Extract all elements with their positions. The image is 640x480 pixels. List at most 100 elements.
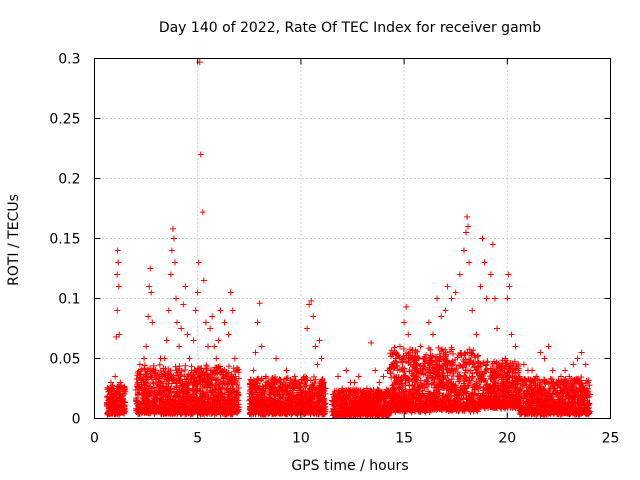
cluster-point <box>224 386 231 393</box>
cluster-point <box>220 402 227 409</box>
cluster-point <box>157 367 164 374</box>
cluster-point <box>169 396 176 403</box>
cluster-point <box>216 381 223 388</box>
cluster-point <box>162 411 169 418</box>
cluster-point <box>168 380 175 387</box>
cluster-point <box>177 376 184 383</box>
cluster-point <box>388 374 395 381</box>
cluster-point <box>200 392 207 399</box>
cluster-point <box>209 368 216 375</box>
cluster-point <box>228 389 235 396</box>
cluster-point <box>143 386 150 393</box>
cluster-point <box>121 383 128 390</box>
cluster-point <box>172 393 179 400</box>
cluster-point <box>150 362 157 369</box>
cluster-point <box>134 397 141 404</box>
cluster-point <box>149 398 156 405</box>
cluster-point <box>133 376 140 383</box>
cluster-point <box>217 370 224 377</box>
cluster-point <box>142 407 149 414</box>
cluster-point <box>212 377 219 384</box>
cluster-point <box>220 396 227 403</box>
cluster-point <box>173 367 180 374</box>
cluster-point <box>163 405 170 412</box>
cluster-point <box>181 405 188 412</box>
cluster-point <box>235 375 242 382</box>
cluster-point <box>141 365 148 372</box>
cluster-point <box>154 395 161 402</box>
cluster-point <box>185 371 192 378</box>
cluster-point <box>435 344 442 351</box>
cluster-point <box>150 380 157 387</box>
cluster-point <box>173 383 180 390</box>
cluster-point <box>215 376 222 383</box>
cluster-point <box>149 379 156 386</box>
cluster-point <box>214 407 221 414</box>
cluster-point <box>180 381 187 388</box>
cluster-point <box>145 376 152 383</box>
cluster-point <box>232 377 239 384</box>
cluster-point <box>143 372 150 379</box>
cluster-point <box>165 369 172 376</box>
cluster-point <box>194 373 201 380</box>
cluster-point <box>136 383 143 390</box>
cluster-point <box>153 376 160 383</box>
cluster-point <box>134 372 141 379</box>
cluster-point <box>165 383 172 390</box>
cluster-point <box>171 376 178 383</box>
cluster-point <box>106 384 113 391</box>
chart-title: Day 140 of 2022, Rate Of TEC Index for r… <box>159 20 541 36</box>
cluster-point <box>169 408 176 415</box>
cluster-point <box>117 388 124 395</box>
cluster-point <box>136 410 143 417</box>
cluster-point <box>165 375 172 382</box>
cluster-point <box>232 404 239 411</box>
cluster-point <box>199 403 206 410</box>
cluster-point <box>172 372 179 379</box>
cluster-point <box>149 388 156 395</box>
cluster-point <box>145 403 152 410</box>
cluster-point <box>142 371 149 378</box>
cluster-point <box>112 408 119 415</box>
cluster-point <box>196 388 203 395</box>
cluster-point <box>133 409 140 416</box>
cluster-point <box>158 397 165 404</box>
cluster-point <box>227 397 234 404</box>
cluster-point <box>212 387 219 394</box>
cluster-point <box>182 409 189 416</box>
cluster-point <box>156 361 163 368</box>
cluster-point <box>228 408 235 415</box>
cluster-point <box>151 402 158 409</box>
cluster-point <box>208 376 215 383</box>
cluster-point <box>190 386 197 393</box>
cluster-point <box>231 368 238 375</box>
cluster-point <box>140 395 147 402</box>
cluster-point <box>207 398 214 405</box>
cluster-point <box>213 371 220 378</box>
cluster-point <box>156 407 163 414</box>
cluster-point <box>186 396 193 403</box>
cluster-point <box>219 384 226 391</box>
cluster-point <box>235 384 242 391</box>
cluster-point <box>138 398 145 405</box>
cluster-point <box>139 385 146 392</box>
cluster-point <box>150 397 157 404</box>
cluster-point <box>181 378 188 385</box>
cluster-point <box>197 365 204 372</box>
cluster-point <box>222 371 229 378</box>
cluster-point <box>214 392 221 399</box>
cluster-point <box>214 365 221 372</box>
cluster-point <box>185 387 192 394</box>
cluster-point <box>193 403 200 410</box>
cluster-point <box>164 393 171 400</box>
cluster-point <box>197 377 204 384</box>
cluster-point <box>116 394 123 401</box>
cluster-point <box>168 385 175 392</box>
cluster-point <box>134 380 141 387</box>
cluster-point <box>147 410 154 417</box>
cluster-point <box>190 379 197 386</box>
cluster-point <box>172 363 179 370</box>
cluster-point <box>387 368 394 375</box>
cluster-point <box>176 400 183 407</box>
